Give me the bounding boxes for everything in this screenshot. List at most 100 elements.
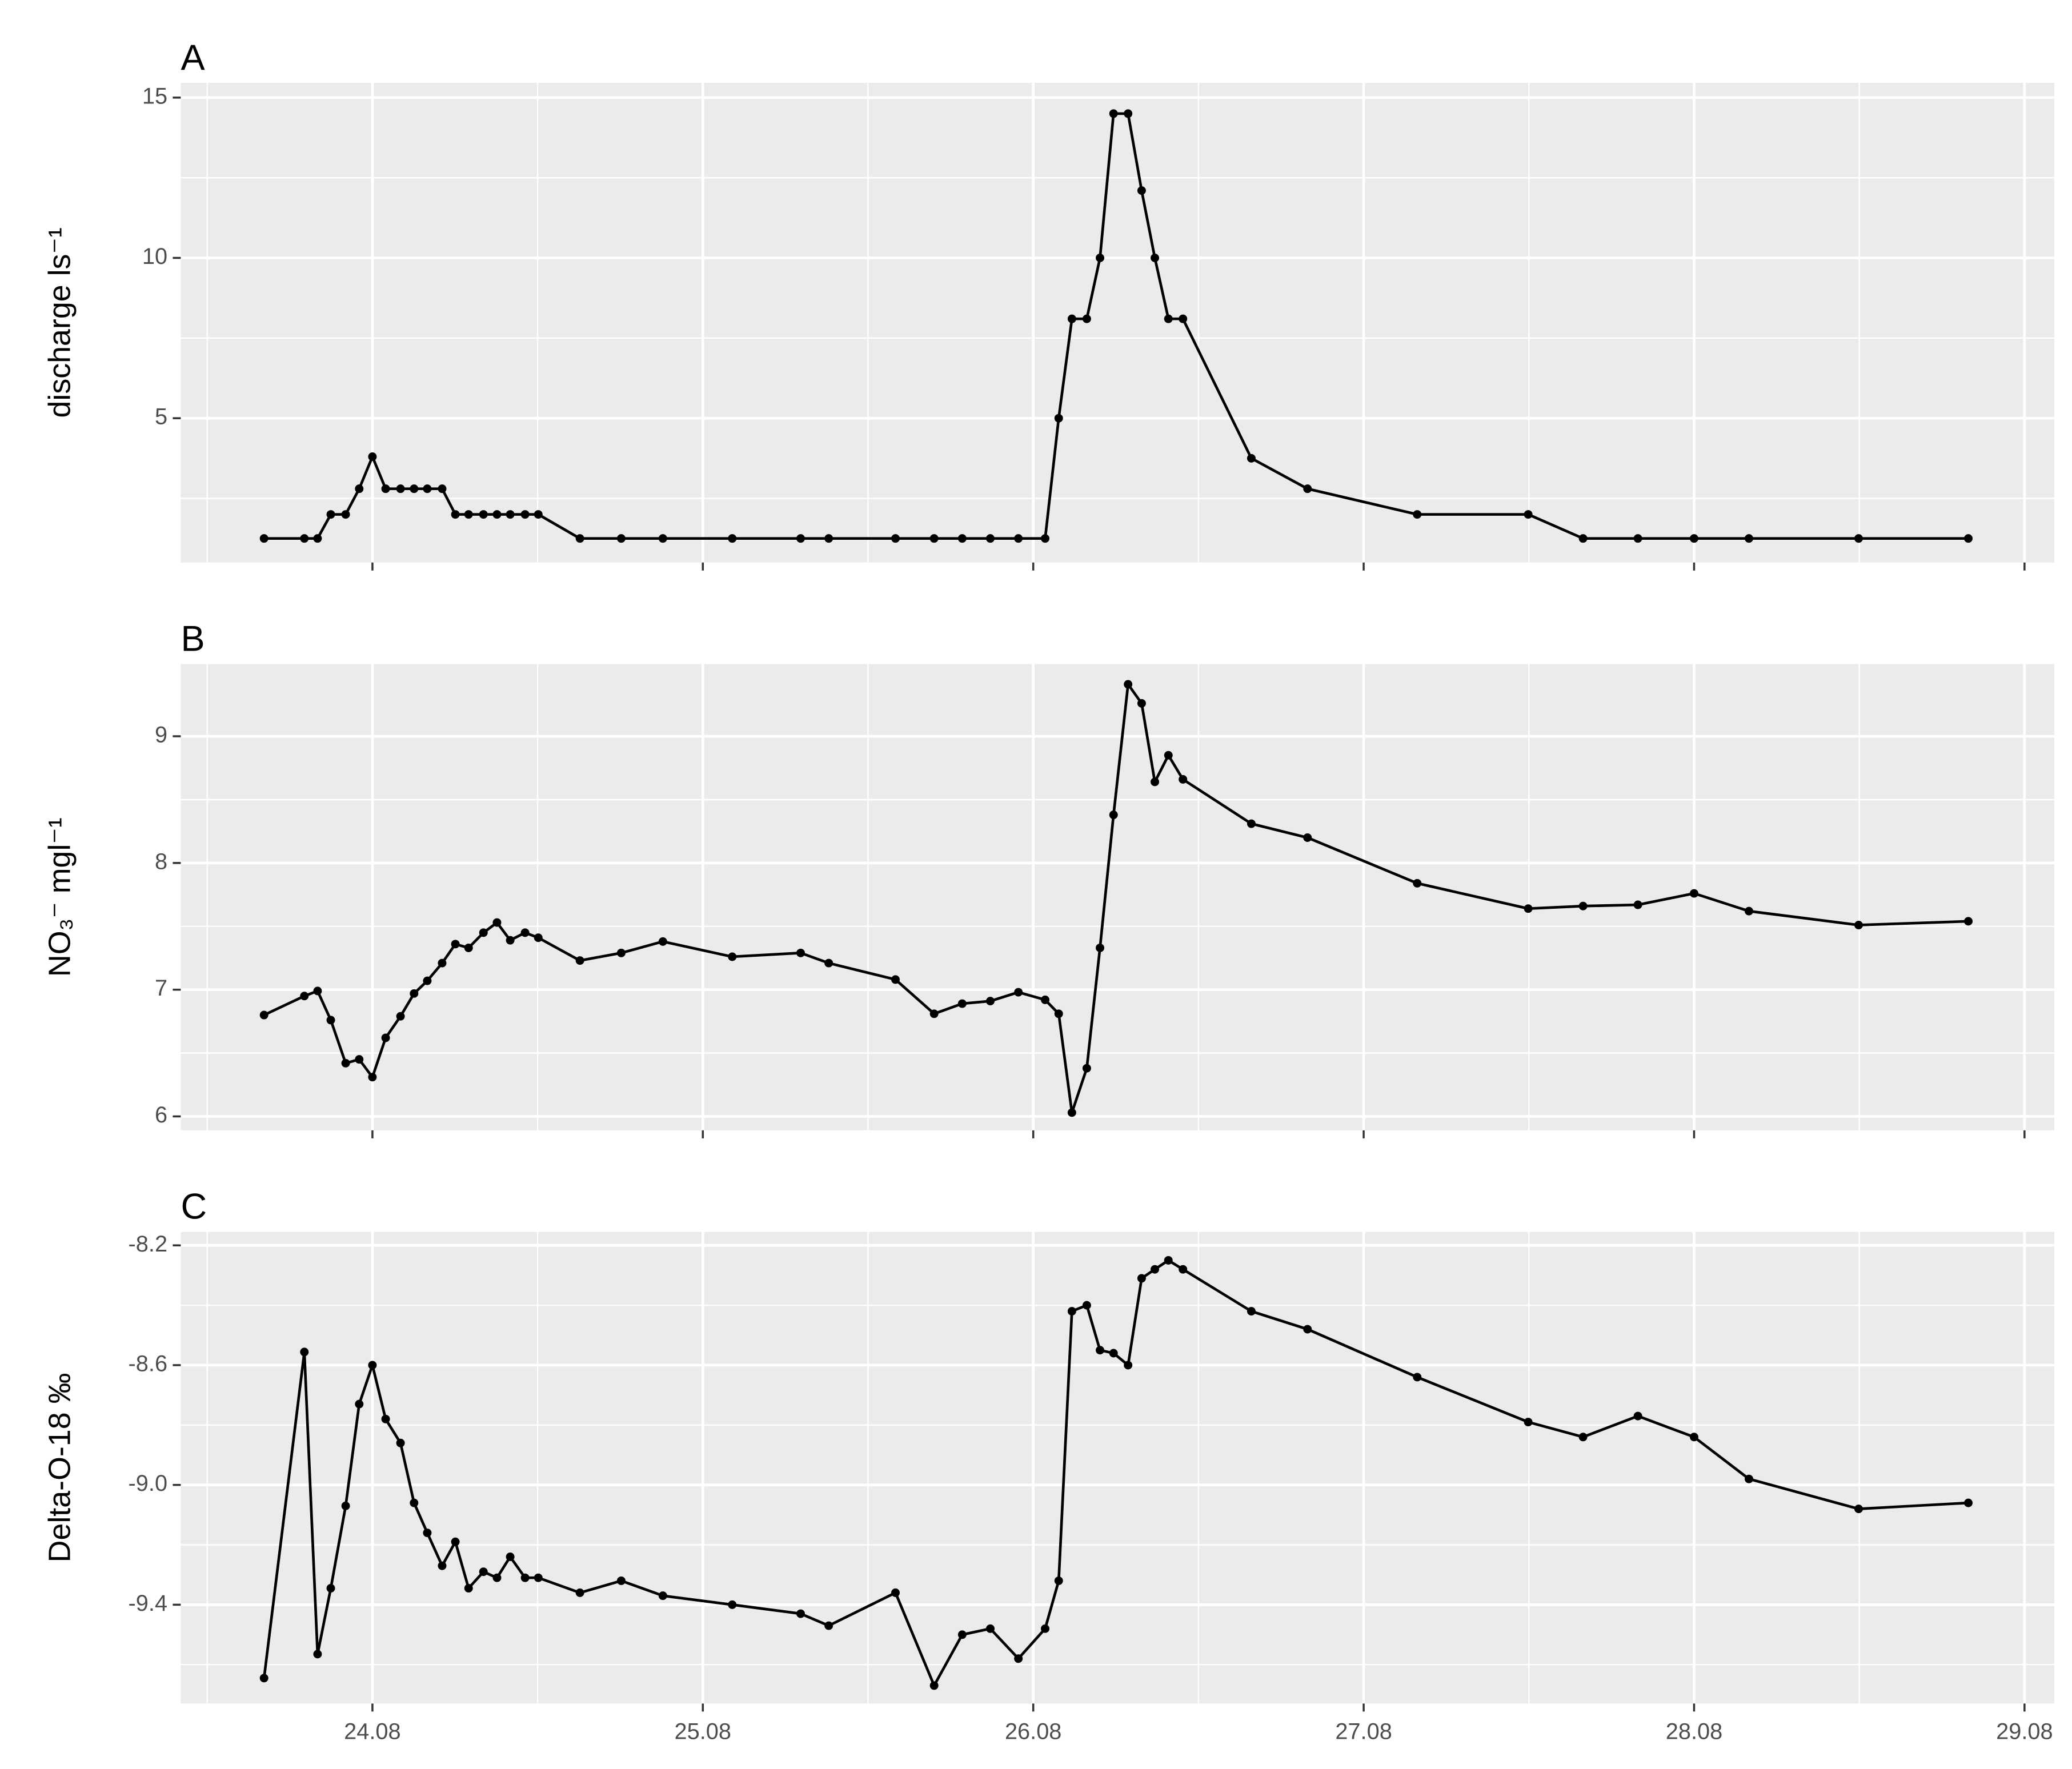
data-point [464,943,473,952]
data-point [575,534,584,543]
data-point [796,1609,805,1618]
data-point [520,1573,530,1582]
data-point [1179,775,1188,784]
data-point [368,1361,377,1370]
data-point [1137,1274,1146,1283]
data-point [1633,534,1642,543]
data-point [1151,1265,1160,1274]
data-point [929,1681,939,1690]
data-point [1151,777,1160,787]
data-point [451,940,460,949]
data-point [1164,751,1173,760]
data-point [1164,1255,1173,1265]
data-point [438,484,447,494]
data-point [957,999,967,1008]
data-point [1041,534,1050,543]
data-point [341,510,350,519]
data-point [492,510,502,519]
data-point [438,1561,447,1570]
data-point [796,534,805,543]
y-tick-label: -8.2 [129,1232,168,1257]
data-point [658,534,667,543]
plot-panel [181,1232,2054,1704]
data-point [891,534,900,543]
data-point [506,510,515,519]
data-point [1689,1433,1698,1442]
data-point [1054,1009,1063,1018]
plot-panel [181,83,2054,563]
data-point [1109,811,1118,820]
data-point [396,1012,405,1021]
x-tick-label: 29.08 [1996,1719,2053,1744]
data-point [438,958,447,968]
data-point [300,534,309,543]
data-point [1413,879,1422,888]
y-tick-label: 9 [155,722,167,747]
data-point [1524,1418,1533,1427]
data-point [492,1573,502,1582]
data-point [796,948,805,957]
data-point [1744,1474,1753,1483]
data-point [492,918,502,927]
data-point [1096,1346,1105,1355]
data-point [381,1033,390,1042]
data-point [1247,1307,1256,1316]
data-point [1054,1576,1063,1585]
data-point [1854,921,1863,930]
data-point [1014,534,1023,543]
data-point [986,534,995,543]
data-point [410,1498,419,1507]
data-point [355,484,364,494]
panel-label: C [181,1187,207,1227]
data-point [1096,943,1105,952]
data-point [575,1588,584,1597]
data-point [1247,819,1256,828]
data-point [824,1621,833,1630]
data-point [929,1009,939,1018]
data-point [1109,109,1118,118]
data-point [1109,1349,1118,1358]
data-point [259,1674,268,1683]
data-point [313,534,322,543]
data-point [355,1055,364,1064]
data-point [1041,1624,1050,1633]
data-point [1247,454,1256,463]
data-point [891,1588,900,1597]
data-point [410,989,419,998]
data-point [1124,109,1133,118]
data-point [1137,699,1146,708]
y-axis-label: NO₃⁻ mgl⁻¹ [42,817,77,977]
data-point [824,534,833,543]
data-point [326,1016,335,1025]
data-point [1303,1325,1312,1334]
data-point [341,1058,350,1068]
plot-panel [181,664,2054,1130]
data-point [1633,900,1642,909]
data-point [520,510,530,519]
data-point [396,1438,405,1447]
data-point [1067,1108,1076,1117]
data-point [1689,534,1698,543]
data-point [506,936,515,945]
data-point [1633,1411,1642,1421]
x-tick-label: 24.08 [344,1719,400,1744]
data-point [410,484,419,494]
y-tick-label: 7 [155,976,167,1001]
y-tick-label: 10 [142,244,167,269]
data-point [1303,833,1312,842]
data-point [1096,254,1105,262]
data-point [368,452,377,462]
data-point [259,534,268,543]
data-point [1744,906,1753,916]
data-point [1578,901,1588,910]
x-tick-label: 25.08 [675,1719,731,1744]
data-point [396,484,405,494]
data-point [300,992,309,1001]
data-point [1524,510,1533,519]
data-point [259,1010,268,1020]
data-point [1067,314,1076,323]
data-point [1413,1373,1422,1382]
data-point [520,928,530,937]
data-point [891,975,900,984]
